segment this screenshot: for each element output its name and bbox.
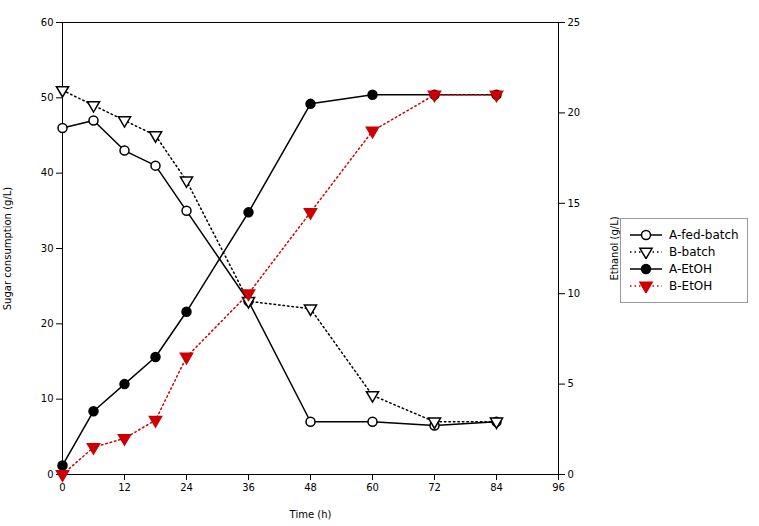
html-text:A-fed-batch: A-fed-batch	[669, 227, 739, 242]
svg-text:24: 24	[180, 482, 193, 493]
svg-text:Ethanol (g/L): Ethanol (g/L)	[609, 216, 620, 280]
svg-text:12: 12	[118, 482, 131, 493]
svg-text:0: 0	[47, 469, 53, 480]
svg-text:96: 96	[552, 482, 565, 493]
svg-text:10: 10	[41, 393, 54, 404]
svg-text:Time (h): Time (h)	[289, 509, 332, 520]
svg-text:20: 20	[41, 318, 54, 329]
svg-text:25: 25	[568, 17, 581, 28]
svg-text:48: 48	[304, 482, 317, 493]
svg-text:30: 30	[41, 243, 54, 254]
html-text:A-EtOH: A-EtOH	[669, 261, 712, 276]
svg-text:72: 72	[428, 482, 441, 493]
html-text:B-EtOH: B-EtOH	[669, 278, 713, 293]
svg-text:Sugar consumption (g/L): Sugar consumption (g/L)	[2, 187, 13, 311]
svg-text:0: 0	[568, 469, 574, 480]
svg-text:36: 36	[242, 482, 255, 493]
svg-text:10: 10	[568, 288, 581, 299]
svg-text:5: 5	[568, 378, 574, 389]
svg-text:60: 60	[366, 482, 379, 493]
html-text:B-batch: B-batch	[669, 244, 716, 259]
svg-text:20: 20	[568, 107, 581, 118]
svg-text:50: 50	[41, 92, 54, 103]
svg-text:84: 84	[490, 482, 503, 493]
svg-text:0: 0	[59, 482, 65, 493]
svg-text:40: 40	[41, 167, 54, 178]
svg-text:60: 60	[41, 17, 54, 28]
svg-text:15: 15	[568, 198, 581, 209]
